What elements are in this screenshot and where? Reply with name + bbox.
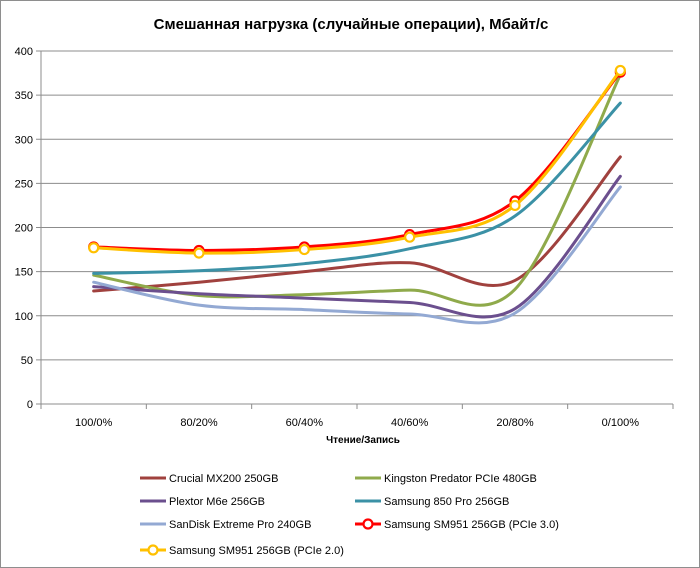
legend-item: Samsung 850 Pro 256GB: [355, 496, 509, 508]
legend-item: Samsung SM951 256GB (PCIe 2.0): [140, 544, 344, 557]
legend-item: Crucial MX200 250GB: [140, 473, 278, 485]
y-tick-label: 100: [15, 311, 33, 323]
legend-label: Kingston Predator PCIe 480GB: [384, 473, 537, 485]
data-point: [404, 231, 416, 243]
y-tick-label: 200: [15, 223, 33, 235]
x-tick-label: 20/80%: [496, 417, 534, 429]
series-6: [88, 64, 626, 259]
legend-marker: [362, 518, 374, 530]
y-tick-label: 250: [15, 178, 33, 190]
legend-label: SanDisk Extreme Pro 240GB: [169, 519, 311, 531]
series-line: [92, 70, 622, 252]
series-line: [92, 155, 622, 293]
chart-title: Смешанная нагрузка (случайные операции),…: [154, 16, 549, 33]
legend-label: Plextor M6e 256GB: [169, 496, 265, 508]
x-tick-label: 100/0%: [75, 417, 113, 429]
x-axis-label: Чтение/Запись: [326, 435, 400, 446]
x-tick-label: 40/60%: [391, 417, 429, 429]
x-tick-label: 60/40%: [286, 417, 324, 429]
series-1: [92, 73, 622, 307]
series-4: [92, 185, 622, 325]
series-5: [88, 66, 626, 257]
series-line: [92, 185, 622, 325]
data-point: [614, 64, 626, 77]
x-tick-label: 0/100%: [602, 417, 640, 429]
series-line: [92, 73, 622, 307]
legend-item: Samsung SM951 256GB (PCIe 3.0): [355, 518, 559, 531]
legend-label: Samsung 850 Pro 256GB: [384, 496, 509, 508]
x-tick-label: 80/20%: [180, 417, 218, 429]
legend-marker: [147, 544, 159, 556]
series-0: [92, 155, 622, 293]
y-tick-label: 150: [15, 267, 33, 279]
legend-item: SanDisk Extreme Pro 240GB: [140, 519, 311, 531]
data-point: [88, 242, 100, 254]
series-lines: [88, 64, 626, 325]
series-2: [92, 174, 622, 319]
data-point: [193, 247, 205, 259]
y-tick-label: 0: [27, 399, 33, 411]
x-axis-ticks: 100/0% 80/20% 60/40% 40/60% 20/80% 0/100%: [40, 404, 674, 429]
legend-item: Plextor M6e 256GB: [140, 496, 265, 508]
data-point: [509, 199, 521, 212]
series-line: [92, 68, 622, 255]
legend-label: Samsung SM951 256GB (PCIe 3.0): [384, 519, 559, 531]
y-axis-ticks: 0 50 100 150 200 250 300 350 400: [15, 46, 41, 411]
legend-label: Samsung SM951 256GB (PCIe 2.0): [169, 545, 344, 557]
legend-label: Crucial MX200 250GB: [169, 473, 278, 485]
y-tick-label: 400: [15, 46, 33, 58]
y-tick-label: 300: [15, 134, 33, 146]
series-line: [92, 101, 622, 275]
y-tick-label: 350: [15, 90, 33, 102]
legend: Crucial MX200 250GB Kingston Predator PCI…: [140, 473, 559, 557]
legend-item: Kingston Predator PCIe 480GB: [355, 473, 537, 485]
data-point: [298, 243, 310, 256]
series-3: [92, 101, 622, 275]
series-line: [92, 174, 622, 319]
y-tick-label: 50: [21, 355, 33, 367]
